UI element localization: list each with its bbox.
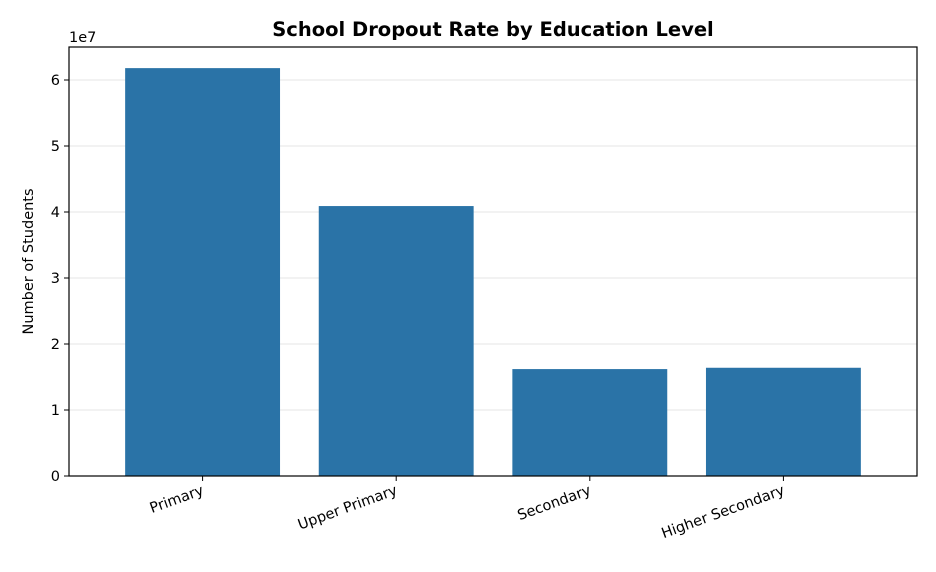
bar (512, 369, 668, 476)
y-tick-label: 0 (51, 469, 60, 485)
bars (125, 68, 861, 477)
y-tick-label: 1 (51, 403, 60, 419)
y-axis-offset-label: 1e7 (69, 30, 96, 46)
bar (705, 367, 861, 476)
chart-title: School Dropout Rate by Education Level (272, 18, 714, 41)
x-tick-label: Primary (148, 483, 207, 517)
bar (318, 206, 474, 476)
y-axis-label: Number of Students (21, 188, 37, 334)
x-tick-label: Upper Primary (296, 483, 400, 534)
y-tick-label: 5 (51, 139, 60, 155)
y-axis-ticks: 0 1 2 3 4 5 6 (51, 73, 69, 485)
x-tick-label: Higher Secondary (660, 483, 788, 543)
y-tick-label: 2 (51, 337, 60, 353)
plot-frame (68, 46, 918, 477)
y-tick-label: 3 (51, 271, 60, 287)
x-axis-ticks: Primary Upper Primary Secondary Higher Seco… (148, 476, 787, 542)
y-tick-label: 6 (51, 73, 60, 89)
bar (125, 68, 281, 477)
x-tick-label: Secondary (516, 483, 594, 524)
y-tick-label: 4 (51, 205, 60, 221)
